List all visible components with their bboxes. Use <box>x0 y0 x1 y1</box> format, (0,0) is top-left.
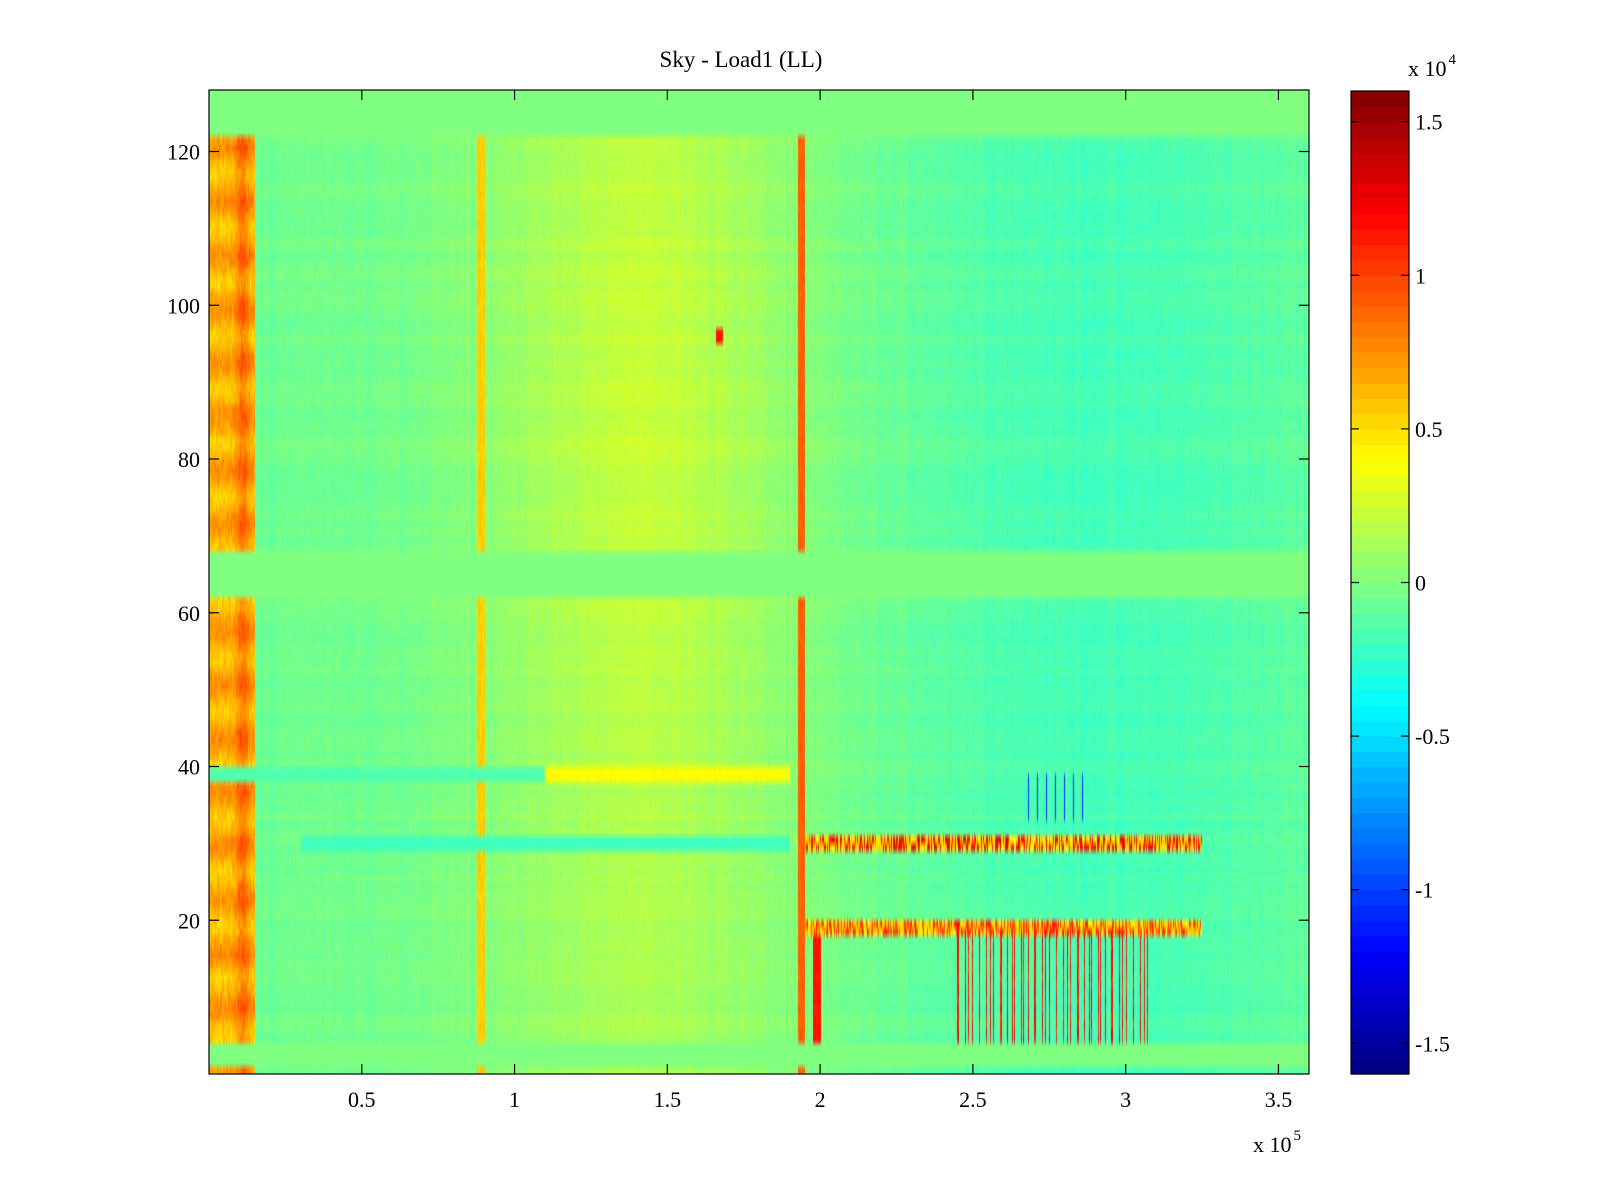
colorbar-stripe <box>1351 1043 1409 1060</box>
colorbar-stripe <box>1351 751 1409 768</box>
colorbar-stripe <box>1351 858 1409 875</box>
colorbar-stripe <box>1351 352 1409 369</box>
colorbar-tick-label: -1.5 <box>1415 1031 1450 1056</box>
y-tick-label: 60 <box>178 601 200 626</box>
colorbar-stripe <box>1351 582 1409 599</box>
colorbar-stripe <box>1351 229 1409 246</box>
colorbar-stripe <box>1351 428 1409 445</box>
colorbar-stripe <box>1351 843 1409 860</box>
colorbar-stripe <box>1351 659 1409 676</box>
y-axis: 20 40 60 80 100 120 <box>167 140 1309 933</box>
y-tick-label: 100 <box>167 293 200 318</box>
colorbar-stripe <box>1351 720 1409 737</box>
x-axis-exponent: x 10 5 <box>1253 1128 1301 1157</box>
colorbar-stripe <box>1351 1027 1409 1044</box>
colorbar-tick-label: -0.5 <box>1415 724 1450 749</box>
colorbar-stripe <box>1351 213 1409 230</box>
colorbar-stripe <box>1351 920 1409 937</box>
colorbar-stripe <box>1351 1058 1409 1075</box>
colorbar-stripe <box>1351 398 1409 415</box>
colorbar-stripe <box>1351 935 1409 952</box>
colorbar-stripe <box>1351 997 1409 1014</box>
colorbar-stripe <box>1351 981 1409 998</box>
y-tick-label: 20 <box>178 908 200 933</box>
colorbar-stripe <box>1351 812 1409 829</box>
colorbar-stripe <box>1351 413 1409 430</box>
heatmap-image <box>209 90 1309 1074</box>
colorbar-stripe <box>1351 382 1409 399</box>
colorbar-stripe <box>1351 797 1409 814</box>
colorbar-stripe <box>1351 275 1409 292</box>
colorbar-exponent: x 10 4 <box>1408 52 1457 81</box>
colorbar-stripe <box>1351 567 1409 584</box>
colorbar-stripe <box>1351 183 1409 200</box>
colorbar-gradient <box>1351 91 1409 1075</box>
colorbar-ticks: -1.5 -1 -0.5 0 0.5 1 1.5 <box>1351 110 1450 1056</box>
colorbar-stripe <box>1351 490 1409 507</box>
colorbar-stripe <box>1351 1012 1409 1029</box>
y-tick-label: 120 <box>167 140 200 165</box>
colorbar-stripe <box>1351 674 1409 691</box>
colorbar-stripe <box>1351 736 1409 753</box>
colorbar-stripe <box>1351 474 1409 491</box>
colorbar-stripe <box>1351 244 1409 261</box>
colorbar-stripe <box>1351 628 1409 645</box>
colorbar-stripe <box>1351 951 1409 968</box>
plot-area <box>208 89 1310 1075</box>
x-tick-label: 2 <box>815 1087 826 1112</box>
colorbar-stripe <box>1351 966 1409 983</box>
colorbar-tick-label: 0 <box>1415 571 1426 596</box>
colorbar-stripe <box>1351 782 1409 799</box>
colorbar-stripe <box>1351 889 1409 906</box>
colorbar-stripe <box>1351 551 1409 568</box>
colorbar-stripe <box>1351 459 1409 476</box>
colorbar-stripe <box>1351 597 1409 614</box>
colorbar-tick-label: -1 <box>1415 878 1433 903</box>
colorbar-stripe <box>1351 690 1409 706</box>
chart-title: Sky - Load1 (LL) <box>660 47 823 72</box>
colorbar-stripe <box>1351 152 1409 169</box>
colorbar-stripe <box>1351 167 1409 184</box>
colorbar-stripe <box>1351 106 1409 123</box>
colorbar-stripe <box>1351 306 1409 322</box>
colorbar-stripe <box>1351 198 1409 215</box>
x-tick-label: 0.5 <box>348 1087 376 1112</box>
colorbar-stripe <box>1351 367 1409 384</box>
colorbar-stripe <box>1351 121 1409 138</box>
colorbar-stripe <box>1351 643 1409 660</box>
colorbar-stripe <box>1351 705 1409 722</box>
colorbar-stripe <box>1351 536 1409 553</box>
colorbar-stripe <box>1351 336 1409 353</box>
colorbar-stripe <box>1351 521 1409 538</box>
colorbar-tick-label: 0.5 <box>1415 417 1443 442</box>
colorbar-stripe <box>1351 259 1409 276</box>
colorbar: -1.5 -1 -0.5 0 0.5 1 1.5 x 10 4 <box>1350 52 1457 1075</box>
y-tick-label: 40 <box>178 755 200 780</box>
colorbar-stripe <box>1351 290 1409 307</box>
colorbar-stripe <box>1351 321 1409 338</box>
colorbar-tick-label: 1.5 <box>1415 110 1443 135</box>
x-tick-label: 2.5 <box>959 1087 987 1112</box>
colorbar-tick-label: 1 <box>1415 263 1426 288</box>
x-tick-label: 3 <box>1120 1087 1131 1112</box>
colorbar-stripe <box>1351 905 1409 922</box>
colorbar-stripe <box>1351 91 1409 107</box>
colorbar-stripe <box>1351 874 1409 891</box>
colorbar-stripe <box>1351 505 1409 522</box>
x-tick-label: 3.5 <box>1265 1087 1293 1112</box>
y-tick-label: 80 <box>178 447 200 472</box>
x-axis: 0.5 1 1.5 2 2.5 3 3.5 <box>348 90 1292 1112</box>
x-tick-label: 1 <box>509 1087 520 1112</box>
x-tick-label: 1.5 <box>654 1087 682 1112</box>
colorbar-stripe <box>1351 137 1409 154</box>
plot-frame <box>208 89 1310 1075</box>
colorbar-stripe <box>1351 444 1409 461</box>
colorbar-stripe <box>1351 766 1409 783</box>
colorbar-stripe <box>1351 613 1409 630</box>
colorbar-stripe <box>1351 828 1409 845</box>
